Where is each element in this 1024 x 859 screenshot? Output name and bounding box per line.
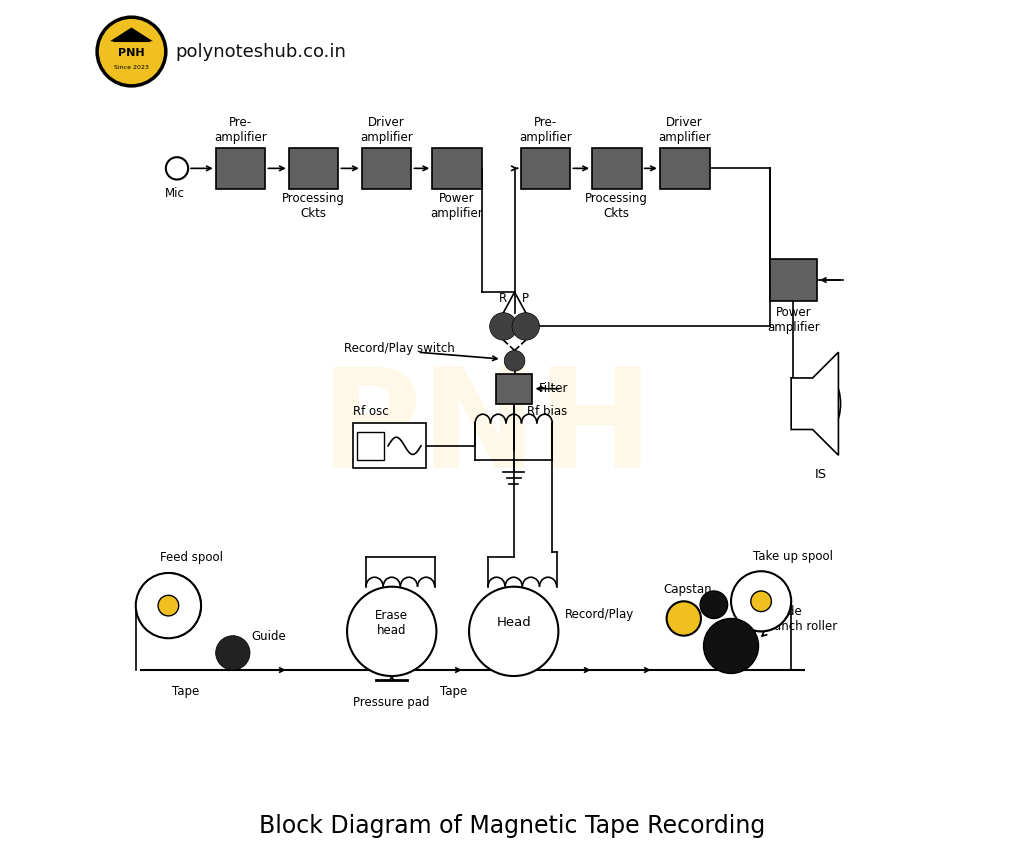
Bar	[353, 423, 426, 468]
Bar	[361, 148, 412, 189]
Text: PNH: PNH	[319, 362, 653, 497]
Bar	[770, 259, 817, 301]
Text: Guide: Guide	[252, 630, 287, 643]
Text: Tape: Tape	[172, 685, 200, 698]
Text: Pre-
amplifier: Pre- amplifier	[214, 116, 267, 144]
Circle shape	[667, 601, 701, 636]
Text: Filter: Filter	[539, 382, 568, 395]
Circle shape	[166, 157, 188, 180]
Text: Capstan: Capstan	[664, 583, 713, 596]
Text: Block Diagram of Magnetic Tape Recording: Block Diagram of Magnetic Tape Recording	[259, 814, 765, 838]
Bar	[356, 432, 384, 460]
Circle shape	[216, 636, 250, 670]
Text: P: P	[522, 292, 529, 305]
Text: IS: IS	[815, 468, 827, 481]
Bar	[592, 148, 642, 189]
Text: Punch roller: Punch roller	[767, 620, 838, 633]
Text: Driver
amplifier: Driver amplifier	[658, 116, 711, 144]
Text: Take up spool: Take up spool	[753, 550, 833, 563]
Circle shape	[347, 587, 436, 676]
Text: PNH: PNH	[118, 48, 144, 58]
Text: Pressure pad: Pressure pad	[353, 696, 430, 709]
Circle shape	[158, 595, 179, 616]
Circle shape	[703, 618, 759, 673]
Bar	[520, 148, 570, 189]
Bar	[496, 374, 531, 404]
Circle shape	[504, 350, 525, 371]
Text: Head: Head	[497, 616, 531, 630]
Circle shape	[489, 313, 517, 340]
Circle shape	[512, 313, 540, 340]
Bar	[659, 148, 710, 189]
Text: Rf osc: Rf osc	[353, 405, 389, 418]
Bar	[432, 148, 482, 189]
Text: Record/Play: Record/Play	[565, 607, 635, 621]
Circle shape	[136, 573, 201, 638]
Circle shape	[469, 587, 558, 676]
Text: Driver
amplifier: Driver amplifier	[360, 116, 413, 144]
Text: Guide: Guide	[767, 605, 802, 618]
Text: Power
amplifier: Power amplifier	[767, 306, 819, 334]
Circle shape	[97, 17, 166, 86]
Circle shape	[751, 591, 771, 612]
Text: Erase
head: Erase head	[375, 609, 409, 637]
Text: Power
amplifier: Power amplifier	[431, 192, 483, 221]
Text: Since 2023: Since 2023	[114, 64, 148, 70]
Text: Tape: Tape	[440, 685, 467, 698]
Text: polynoteshub.co.in: polynoteshub.co.in	[175, 43, 346, 60]
Circle shape	[700, 591, 728, 618]
Text: Mic: Mic	[165, 187, 184, 200]
Text: Processing
Ckts: Processing Ckts	[283, 192, 345, 221]
Bar	[216, 148, 265, 189]
Text: Processing
Ckts: Processing Ckts	[586, 192, 648, 221]
Circle shape	[731, 571, 792, 631]
Text: R: R	[500, 292, 508, 305]
Text: Pre-
amplifier: Pre- amplifier	[519, 116, 571, 144]
Text: Record/Play switch: Record/Play switch	[344, 342, 456, 356]
Polygon shape	[110, 27, 153, 41]
Bar	[289, 148, 339, 189]
Text: Feed spool: Feed spool	[160, 551, 223, 564]
Polygon shape	[792, 352, 839, 455]
Text: Rf bias: Rf bias	[526, 405, 567, 418]
